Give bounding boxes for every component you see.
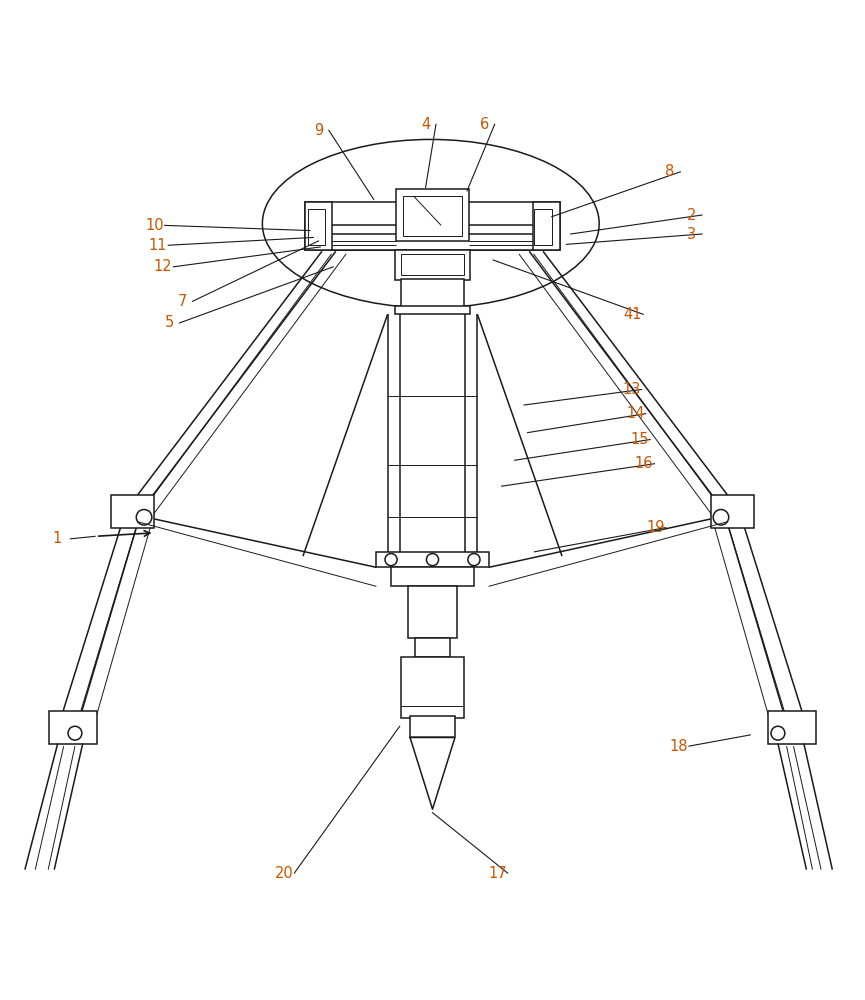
Text: 15: 15 [631,432,649,447]
Bar [308,209,325,245]
Circle shape [713,509,728,525]
Bar [394,250,471,280]
Bar [391,567,474,586]
Bar [49,711,97,744]
Text: 18: 18 [670,739,688,754]
Text: 16: 16 [635,456,653,471]
Bar [533,202,561,250]
Text: 9: 9 [314,123,324,138]
Text: 11: 11 [149,238,167,253]
Text: 7: 7 [177,294,187,309]
Text: 10: 10 [145,218,163,233]
Circle shape [468,554,480,566]
Circle shape [68,726,82,740]
Circle shape [385,554,397,566]
Bar [410,716,455,737]
Text: 41: 41 [624,307,642,322]
Bar [376,552,489,567]
Text: 14: 14 [626,406,644,421]
Text: 5: 5 [164,315,174,330]
Bar [401,254,464,275]
Bar [535,209,552,245]
Text: 3: 3 [687,227,696,242]
Text: 8: 8 [665,164,675,179]
Bar [401,657,464,718]
Bar [768,711,816,744]
Circle shape [771,726,785,740]
Text: 20: 20 [274,866,293,881]
Bar [403,196,462,236]
Bar [112,495,155,528]
Bar [408,586,457,638]
Bar [304,202,332,250]
Text: 2: 2 [687,208,696,223]
Bar [401,279,464,310]
Text: 17: 17 [488,866,507,881]
Bar [710,495,753,528]
Circle shape [426,554,439,566]
Text: 19: 19 [646,520,664,535]
Bar [394,306,471,314]
Bar [415,638,450,657]
Text: 12: 12 [154,259,172,274]
Circle shape [137,509,152,525]
Text: 4: 4 [421,117,430,132]
Text: 1: 1 [52,531,61,546]
Text: 13: 13 [622,382,640,397]
Bar [396,189,469,241]
Polygon shape [410,737,455,809]
Text: 6: 6 [480,117,489,132]
Bar [304,202,561,250]
Ellipse shape [262,139,599,308]
